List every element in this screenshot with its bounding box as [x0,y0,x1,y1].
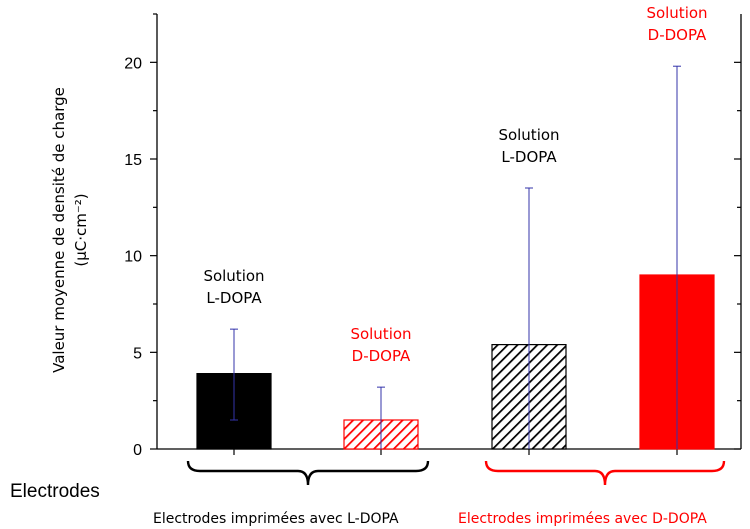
bar-label-3-line-1: Solution [498,126,559,144]
x-axis-label: Electrodes [10,481,100,502]
bar-label-4-line-1: Solution [646,4,707,22]
y-tick-label: 10 [124,249,142,266]
y-ticks [150,13,741,455]
group-brackets [186,460,726,486]
error-bars [230,65,681,449]
y-tick-label: 15 [124,152,142,169]
bars [196,274,715,450]
bar-label-2-line-1: Solution [350,325,411,343]
bar-label-4-line-2: D-DOPA [648,26,707,44]
bar-label-2-line-2: D-DOPA [352,347,411,365]
group-label-d-dopa: Electrodes imprimées avec D-DOPA [458,511,707,527]
y-axis-label: Valeur moyenne de densité de charge [50,87,68,373]
y-tick-label: 5 [133,345,142,362]
bracket-d-dopa [484,460,726,486]
group-label-l-dopa: Electrodes imprimées avec L-DOPA [153,511,399,527]
y-axis-unit: (µC·cm⁻²) [72,193,90,266]
y-tick-label: 20 [124,55,142,72]
bar-labels: Solution L-DOPA Solution D-DOPA Solution L-DO… [203,4,707,365]
bar-label-1-line-1: Solution [203,267,264,285]
bracket-l-dopa [186,460,430,486]
y-tick-label: 0 [133,442,142,459]
bar-label-3-line-2: L-DOPA [501,148,557,166]
bar-label-1-line-2: L-DOPA [206,289,262,307]
y-tick-labels: 0 5 10 15 20 [124,55,142,459]
